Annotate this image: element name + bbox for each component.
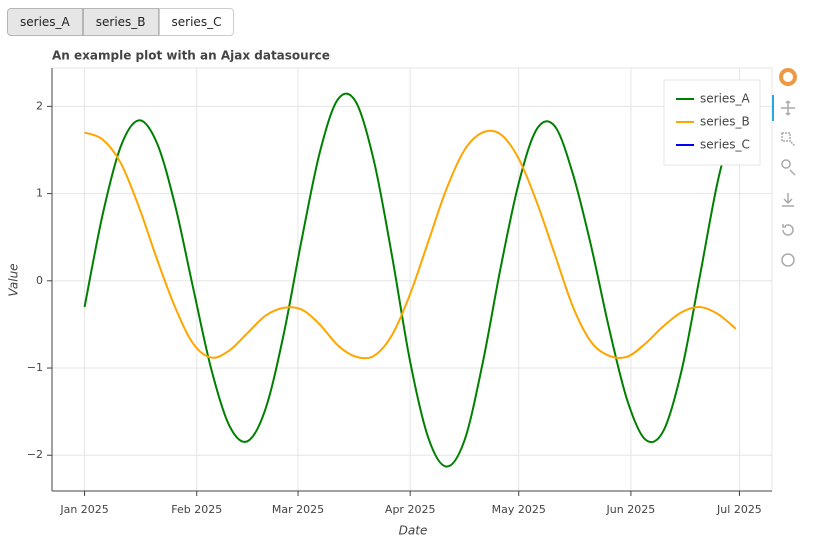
active-tool-bar (772, 95, 774, 121)
x-tick-label: Jun 2025 (606, 503, 656, 516)
toggle-button[interactable]: series_B (82, 8, 159, 36)
y-tick-label: 0 (36, 274, 43, 287)
y-tick-label: −1 (27, 361, 43, 374)
x-tick-label: Mar 2025 (272, 503, 324, 516)
y-axis-label: Value (7, 263, 21, 296)
plot-frame (51, 67, 773, 492)
toggle-button[interactable]: series_A (7, 8, 83, 36)
wheel-zoom-tool[interactable] (781, 159, 796, 176)
legend-label: series_A (700, 92, 751, 106)
legend-label: series_B (700, 115, 750, 129)
series-line (83, 92, 737, 468)
x-tick-label: May 2025 (492, 503, 546, 516)
x-tick-label: Jan 2025 (59, 503, 108, 516)
legend-label: series_C (700, 138, 750, 152)
series-line (84, 129, 737, 360)
x-tick-label: Apr 2025 (385, 503, 436, 516)
y-tick-label: 2 (36, 99, 43, 112)
save-tool[interactable] (782, 193, 794, 207)
x-axis-label: Date (399, 524, 428, 538)
button-group: series_A series_B series_C (7, 8, 235, 36)
box-zoom-tool[interactable] (781, 132, 796, 147)
pan-tool[interactable] (781, 100, 795, 116)
help-tool[interactable] (781, 253, 795, 267)
toggle-button[interactable]: series_C (158, 8, 235, 36)
chart-title: An example plot with an Ajax datasource (52, 49, 330, 63)
toolbar (772, 68, 797, 267)
y-tick-label: −2 (27, 448, 43, 461)
reset-tool[interactable] (782, 224, 794, 236)
bokeh-logo[interactable] (779, 68, 797, 86)
y-tick-label: 1 (36, 187, 43, 200)
x-tick-label: Feb 2025 (171, 503, 222, 516)
x-tick-label: Jul 2025 (716, 503, 762, 516)
